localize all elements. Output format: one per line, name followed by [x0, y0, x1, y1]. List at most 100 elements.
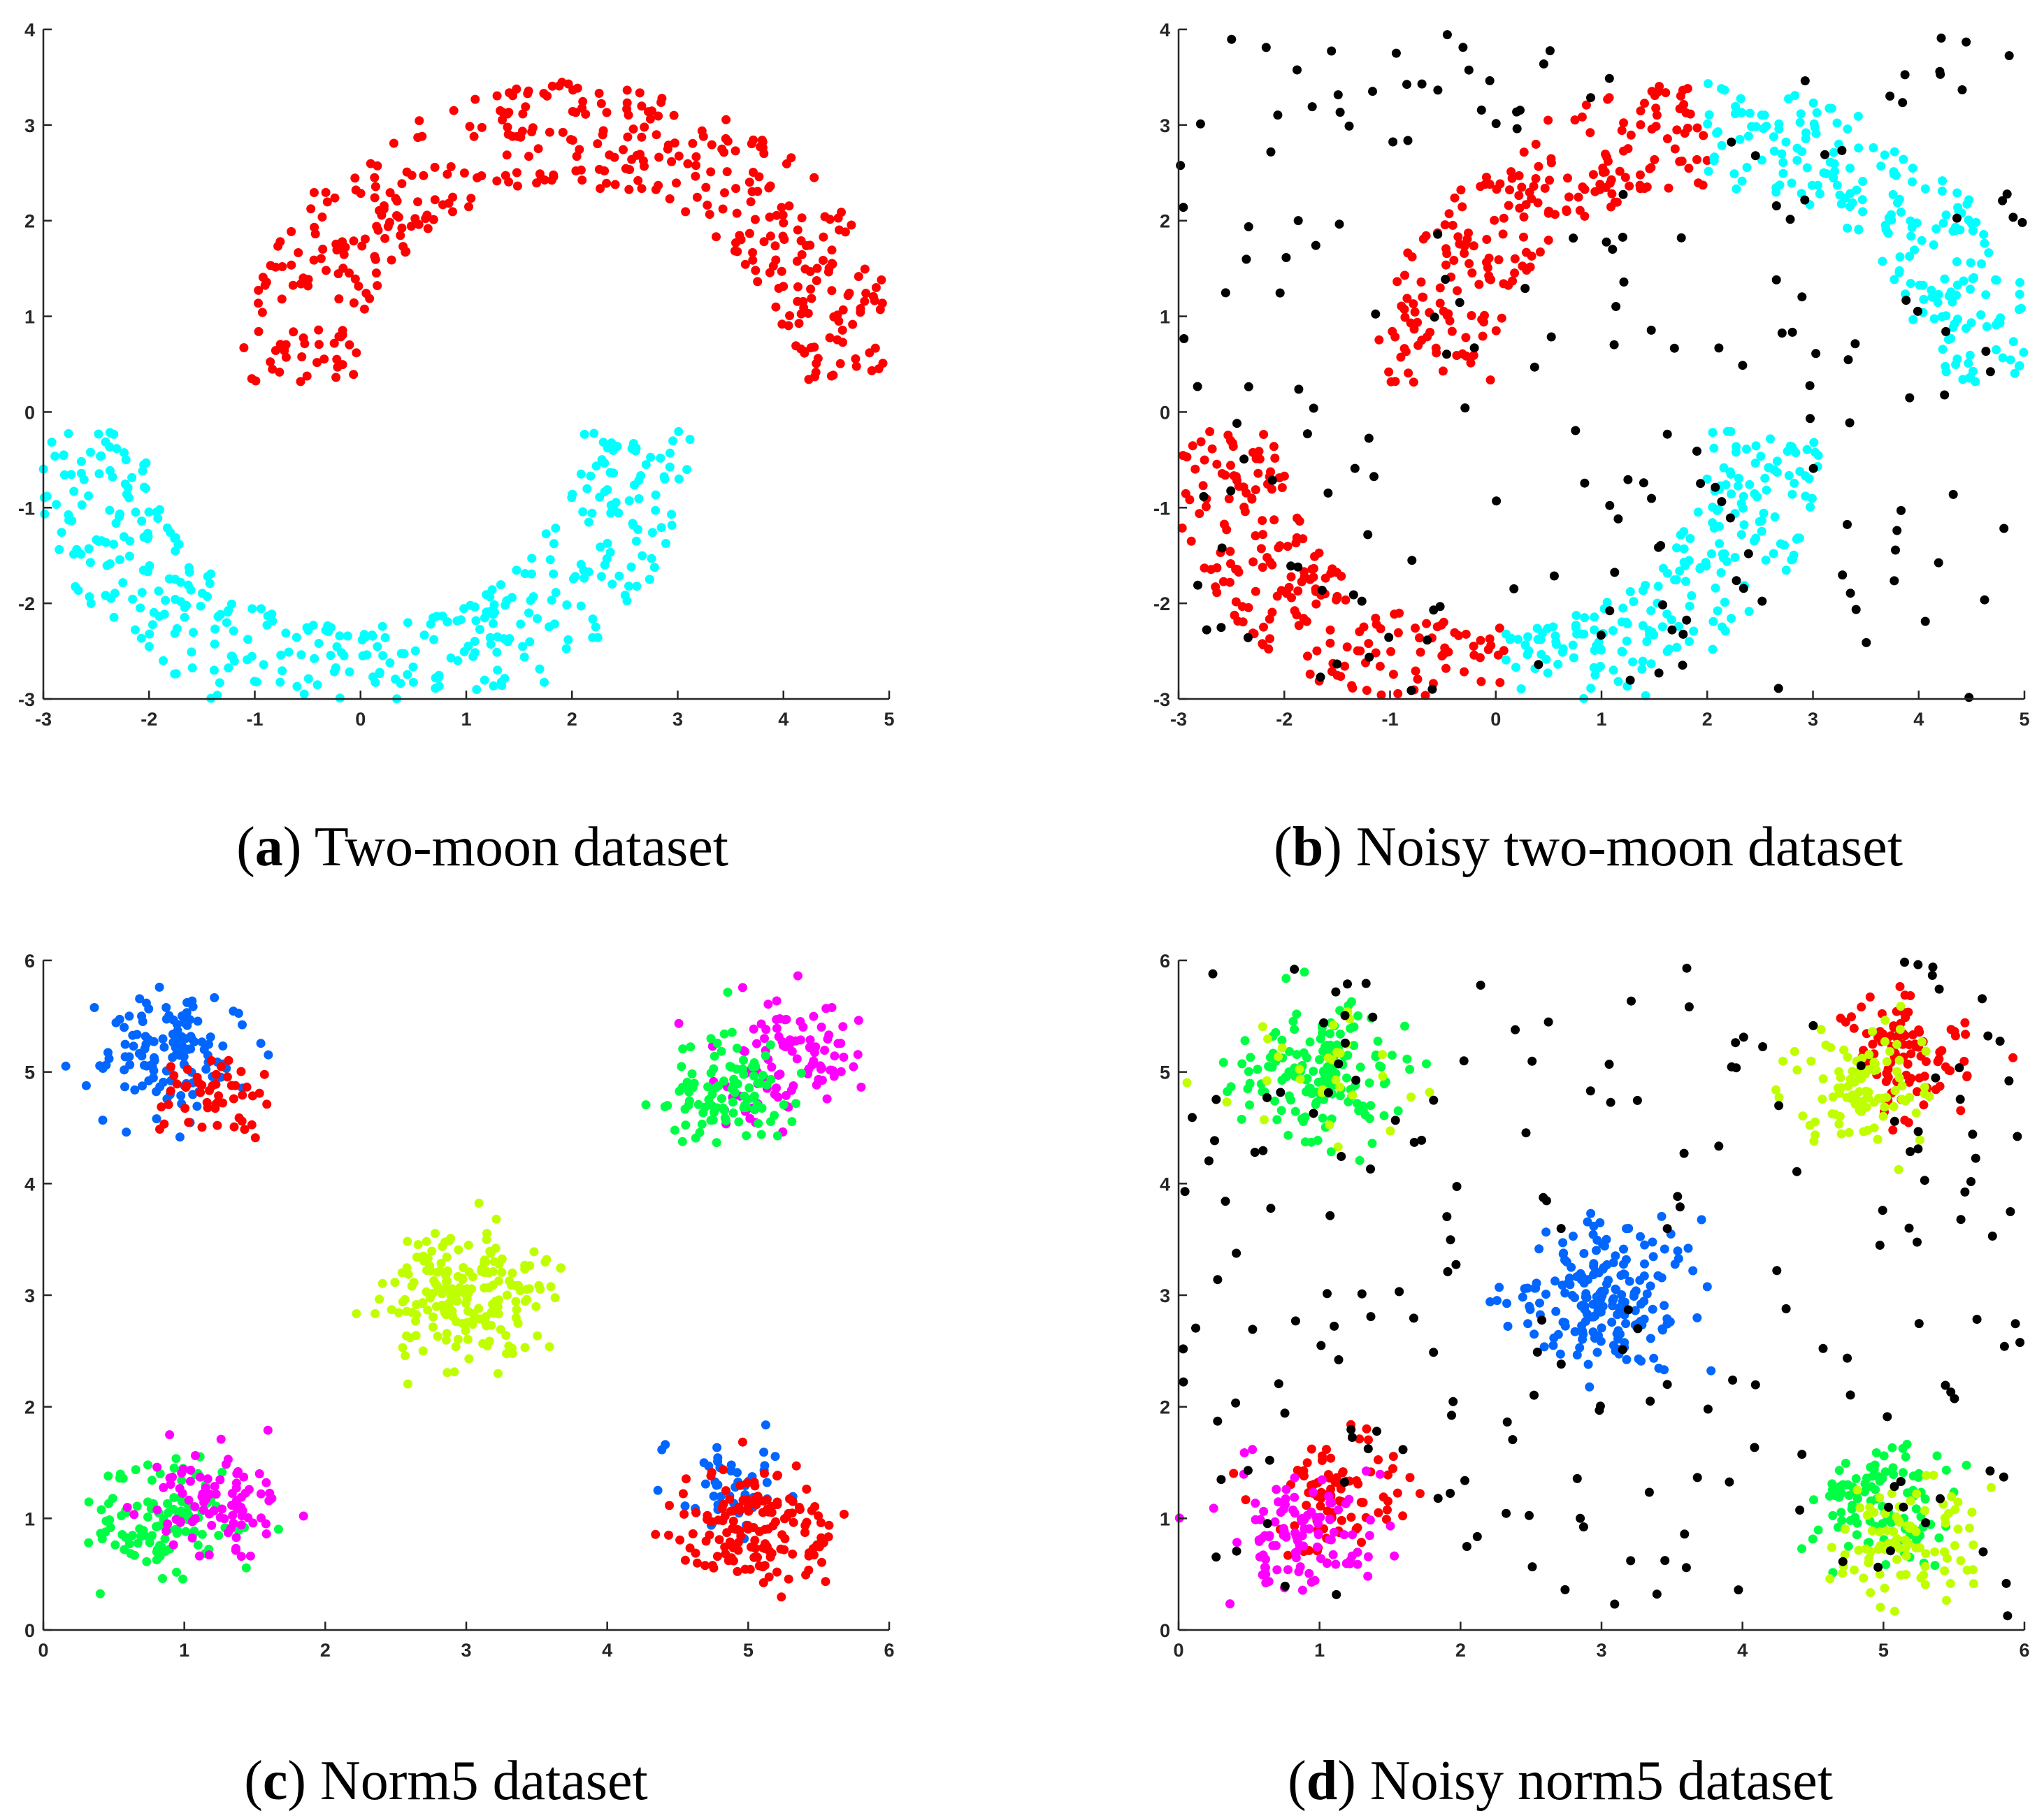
data-point — [1890, 275, 1899, 284]
data-point — [547, 596, 556, 605]
data-point — [1887, 1443, 1897, 1452]
data-point — [1583, 1217, 1592, 1227]
data-point — [1325, 638, 1335, 648]
data-point — [1620, 173, 1630, 182]
data-point — [1968, 226, 1978, 236]
data-point — [1638, 656, 1648, 666]
data-point — [1490, 215, 1499, 225]
data-point — [1407, 252, 1417, 261]
data-point — [1393, 1106, 1403, 1116]
data-point — [1277, 1035, 1287, 1045]
data-point — [264, 1496, 274, 1506]
data-point — [776, 1544, 786, 1554]
data-point — [1741, 445, 1751, 454]
data-point — [527, 554, 537, 563]
data-point — [1224, 494, 1234, 504]
data-point — [1353, 1099, 1362, 1109]
data-point — [792, 1054, 802, 1064]
data-point — [477, 122, 487, 132]
data-point — [812, 276, 821, 285]
data-point — [519, 652, 529, 662]
data-point — [130, 1085, 140, 1095]
data-point — [772, 1500, 782, 1510]
data-point — [1447, 326, 1457, 336]
data-point — [1800, 195, 1810, 205]
data-point — [1676, 233, 1686, 243]
data-point — [302, 371, 312, 381]
data-point — [1290, 1473, 1300, 1482]
data-point — [1859, 1573, 1869, 1583]
data-point — [184, 1118, 194, 1127]
data-point — [637, 101, 647, 111]
data-point — [464, 1354, 474, 1364]
data-point — [314, 639, 324, 648]
data-point — [326, 651, 336, 661]
data-point — [636, 471, 646, 480]
data-point — [1305, 575, 1315, 584]
data-point — [637, 132, 647, 142]
data-point — [452, 1317, 461, 1327]
data-point — [229, 626, 238, 636]
data-point — [1725, 467, 1735, 477]
y-tick-label: 2 — [24, 211, 35, 232]
data-point — [1509, 584, 1519, 593]
data-point — [135, 994, 145, 1004]
data-point — [1934, 984, 1944, 994]
data-point — [1579, 1248, 1589, 1258]
data-point — [749, 1071, 758, 1081]
data-point — [797, 213, 807, 223]
data-point — [1460, 1476, 1469, 1485]
data-point — [728, 1108, 738, 1118]
data-point — [1450, 193, 1460, 203]
data-point — [89, 1003, 99, 1012]
data-point — [271, 346, 280, 355]
data-point — [259, 1069, 269, 1079]
data-point — [377, 1278, 387, 1288]
data-point — [1882, 1526, 1892, 1536]
data-point — [410, 646, 420, 656]
data-point — [1335, 108, 1345, 117]
data-point — [840, 1509, 849, 1519]
data-point — [1772, 468, 1782, 477]
data-point — [705, 210, 714, 219]
data-point — [1713, 505, 1723, 514]
data-point — [1290, 965, 1300, 974]
data-point — [1240, 507, 1250, 517]
data-point — [1941, 210, 1951, 220]
data-point — [628, 439, 638, 448]
data-point — [1248, 1325, 1258, 1334]
data-point — [1572, 1473, 1582, 1483]
data-point — [603, 485, 612, 495]
data-point — [1952, 188, 1962, 198]
data-point — [1274, 1052, 1283, 1062]
data-point — [143, 532, 153, 542]
data-point — [1618, 603, 1628, 613]
data-point — [250, 1133, 260, 1143]
data-point — [1908, 1030, 1917, 1039]
data-point — [1873, 1544, 1883, 1554]
data-point — [1646, 325, 1656, 335]
data-point — [1366, 1101, 1376, 1111]
data-point — [182, 1008, 192, 1018]
data-point — [251, 376, 261, 386]
data-point — [1358, 1106, 1368, 1116]
data-point — [1260, 1563, 1270, 1573]
data-point — [1651, 103, 1661, 113]
data-point — [733, 1538, 743, 1548]
data-point — [1444, 209, 1454, 219]
data-point — [1888, 189, 1898, 199]
data-point — [1484, 253, 1494, 263]
data-point — [1968, 1565, 1978, 1575]
data-point — [486, 640, 496, 649]
data-point — [281, 628, 291, 638]
data-point — [398, 1343, 408, 1352]
data-point — [754, 172, 764, 182]
data-point — [498, 115, 507, 125]
data-point — [1335, 1091, 1345, 1101]
x-tick-label: 4 — [602, 1640, 612, 1661]
data-point — [775, 1069, 785, 1079]
data-point — [241, 1563, 251, 1573]
data-point — [1604, 93, 1614, 103]
data-point — [637, 184, 647, 194]
data-point — [1919, 1100, 1929, 1110]
